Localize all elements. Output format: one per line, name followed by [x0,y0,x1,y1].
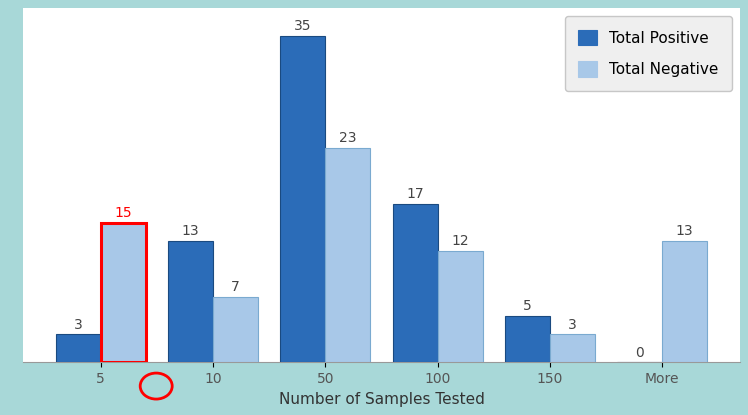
Bar [550,334,595,362]
Bar [280,36,325,362]
X-axis label: Number of Samples Tested: Number of Samples Tested [278,392,485,407]
Text: 7: 7 [231,281,240,294]
Bar [325,148,370,362]
Text: 13: 13 [182,225,200,239]
Text: 0: 0 [635,346,644,359]
Text: 17: 17 [406,187,424,201]
Text: 3: 3 [74,317,83,332]
Text: 12: 12 [451,234,469,248]
Text: 35: 35 [294,20,312,34]
Text: 15: 15 [114,206,132,220]
Text: 23: 23 [339,131,357,145]
Bar [101,222,146,362]
Text: 13: 13 [676,225,693,239]
Bar [393,204,438,362]
Bar [213,297,258,362]
Bar [505,316,550,362]
Text: 5: 5 [523,299,532,313]
Text: 3: 3 [568,317,577,332]
Bar [56,334,101,362]
Bar [662,241,707,362]
Bar [168,241,213,362]
Legend: Total Positive, Total Negative: Total Positive, Total Negative [565,16,732,91]
Bar [438,251,482,362]
Bar [101,222,146,362]
